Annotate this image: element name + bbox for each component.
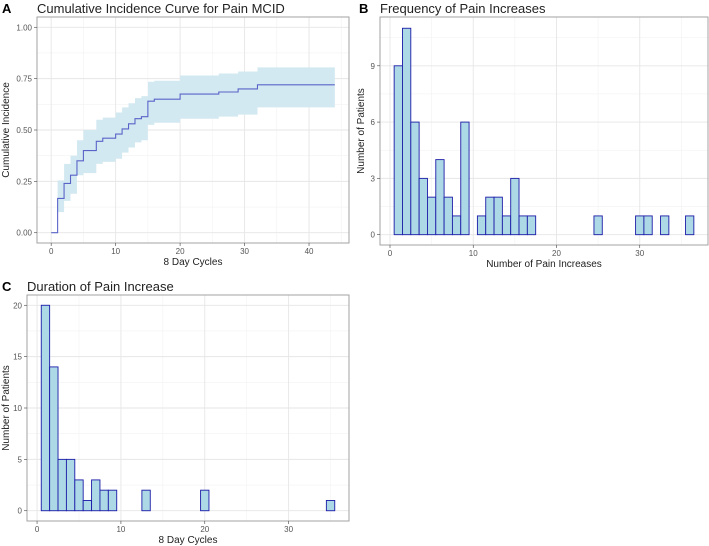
histogram-bar [82,500,93,512]
x-tick-label: 20 [200,525,209,534]
histogram-bar [325,500,336,512]
y-axis-label: Cumulative Incidence [1,82,12,178]
histogram-bar [49,366,59,512]
histogram-bar [435,159,445,236]
panel-c: C Duration of Pain Increase 0 10 20 30 0 5 10 15 2… [1,279,350,546]
y-tick-label: 0 [18,507,23,516]
histogram-bar [418,177,428,236]
x-axis-label: Number of Pain Increases [486,259,602,270]
histogram-bar [40,304,51,512]
y-tick-label: 3 [371,174,376,183]
histogram-bar [443,196,453,236]
panel-label: C [2,279,12,294]
histogram-bar [460,121,470,236]
histogram-bar [685,215,695,236]
x-tick-label: 20 [176,247,185,256]
histogram-bar [660,215,670,236]
histogram-bar [493,196,503,236]
x-tick-label: 0 [388,249,393,258]
plot-border [379,16,709,246]
histogram-bar [393,65,403,236]
y-axis-label: Number of Patients [356,88,367,174]
panel-label: B [359,1,368,16]
x-tick-label: 10 [111,247,120,256]
histogram-bar [427,196,437,236]
histogram-bar [593,215,603,236]
histogram-bar [99,489,109,512]
panel-a: A Cumulative Incidence Curve for Pain MCI… [1,1,350,268]
y-tick-label: 20 [13,301,22,310]
chart-title: Duration of Pain Increase [27,279,174,294]
panel-label: A [2,1,12,16]
y-tick-label: 6 [371,118,376,127]
y-axis-label: Number of Patients [1,365,12,451]
y-tick-label: 0.75 [16,75,32,84]
y-tick-label: 0.00 [16,229,32,238]
histogram-bar [485,196,495,236]
x-tick-label: 30 [635,249,644,258]
confidence-ribbon [51,67,335,233]
y-tick-label: 15 [13,353,22,362]
x-tick-label: 0 [49,247,54,256]
histogram-bar [402,27,412,236]
y-tick-label: 0 [371,231,376,240]
histogram-bar [476,215,487,236]
chart-title: Frequency of Pain Increases [380,1,546,16]
x-tick-label: 20 [552,249,561,258]
x-tick-label: 30 [240,247,249,256]
histogram-bar [74,479,84,512]
y-tick-label: 0.50 [16,126,32,135]
y-tick-label: 9 [371,62,376,71]
histogram-bar [510,177,520,236]
histogram-bar [518,215,528,236]
histogram-bar [635,215,645,236]
histogram-bar [91,479,101,512]
x-tick-label: 30 [284,525,293,534]
y-tick-label: 1.00 [16,23,32,32]
y-tick-label: 5 [18,455,23,464]
y-tick-label: 10 [13,404,22,413]
histogram-bar [141,489,151,512]
histogram-bar [57,458,67,512]
chart-title: Cumulative Incidence Curve for Pain MCID [37,1,285,16]
histogram-bar [451,215,462,236]
y-tick-label: 0.25 [16,177,32,186]
x-tick-label: 10 [469,249,478,258]
histogram-bar [526,215,537,236]
x-axis-label: 8 Day Cycles [159,535,218,546]
histogram-bar [65,458,76,512]
incidence-step-line [51,84,335,234]
histogram-bar [643,215,653,236]
x-tick-label: 40 [305,247,314,256]
x-tick-label: 0 [35,525,40,534]
histogram-bar [501,215,512,236]
panel-b: B Frequency of Pain Increases 0 10 20 30 0 3 6 9 N… [356,1,709,270]
histogram-bar [410,121,420,236]
x-axis-label: 8 Day Cycles [164,257,223,268]
x-tick-label: 10 [116,525,125,534]
histogram-bar [107,489,118,512]
histogram-bar [200,489,210,512]
